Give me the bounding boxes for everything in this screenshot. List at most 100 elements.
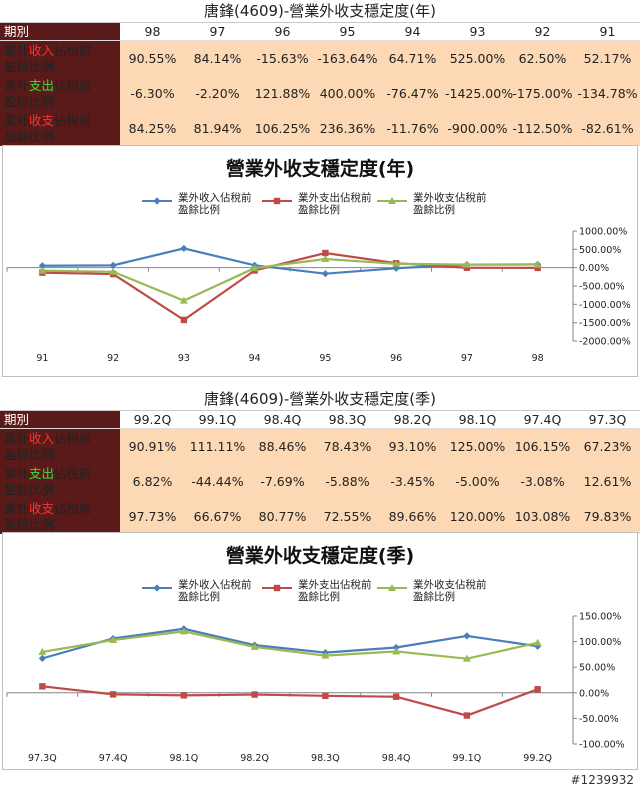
x-tick-label: 98 bbox=[532, 353, 544, 364]
data-point-diamond bbox=[153, 197, 161, 205]
data-point-triangle bbox=[179, 627, 188, 635]
quarterly-table-cell: 66.67% bbox=[185, 499, 250, 534]
legend-label-line2: 盈餘比例 bbox=[298, 591, 340, 603]
legend-entry: 業外收支佔稅前 盈餘比例 bbox=[413, 192, 487, 216]
legend-marker-square bbox=[262, 579, 292, 592]
legend-marker-svg bbox=[262, 584, 292, 592]
data-point-square bbox=[251, 691, 258, 698]
row-label-highlight: 收入 bbox=[29, 430, 55, 446]
annual-table-cell: -11.76% bbox=[380, 111, 445, 146]
row-label-part: 盈餘比例 bbox=[4, 446, 55, 462]
row-label-part: 盈餘比例 bbox=[4, 93, 55, 109]
x-tick-label: 98.2Q bbox=[240, 753, 269, 764]
quarterly-table-row: 業外支出佔稅前 盈餘比例 6.82% -44.44% -7.69% -5.88% -3.45… bbox=[0, 464, 640, 499]
annual-header-label: 期別 bbox=[0, 23, 120, 41]
data-point-triangle bbox=[38, 266, 47, 274]
image-id-label: #1239932 bbox=[570, 773, 635, 787]
x-tick-label: 93 bbox=[178, 353, 190, 364]
quarterly-header-label: 期別 bbox=[0, 411, 120, 429]
y-tick-label: -1500.00% bbox=[579, 318, 631, 329]
legend-entry: 業外收入佔稅前 盈餘比例 bbox=[178, 192, 252, 216]
legend-marker-svg bbox=[142, 197, 172, 205]
data-point-triangle bbox=[250, 642, 259, 650]
legend-label-line1: 業外收入佔稅前 bbox=[178, 192, 252, 204]
quarterly-table-cell: -5.00% bbox=[445, 464, 510, 499]
data-point-triangle bbox=[179, 296, 188, 304]
annual-chart: 營業外收支穩定度(年) 業外收入佔稅前 盈餘比例 業外支出佔稅前 盈餘比例 業外收支佔稅… bbox=[2, 145, 638, 377]
annual-table-row: 業外收入佔稅前 盈餘比例 90.55% 84.14% -15.63% -163.64% 64… bbox=[0, 40, 640, 76]
annual-column-header: 96 bbox=[250, 23, 315, 41]
annual-chart-legend: 業外收入佔稅前 盈餘比例 業外支出佔稅前盈餘比例 業外收支佔稅前 盈餘比例 bbox=[3, 192, 637, 222]
data-point-triangle bbox=[321, 651, 330, 659]
legend-label-line2: 盈餘比例 bbox=[178, 591, 220, 603]
quarterly-table-cell: 67.23% bbox=[575, 428, 640, 464]
quarterly-column-header: 98.1Q bbox=[445, 411, 510, 429]
legend-label-line1: 業外支出佔稅前 bbox=[298, 579, 372, 591]
annual-row-label: 業外收支佔稅前 盈餘比例 bbox=[0, 111, 120, 146]
data-point-diamond bbox=[180, 244, 188, 253]
data-point-diamond bbox=[321, 270, 329, 278]
quarterly-table-cell: 90.91% bbox=[120, 428, 185, 464]
row-label-part: 佔稅前 bbox=[54, 77, 92, 93]
annual-table-cell: 84.25% bbox=[120, 111, 185, 146]
quarterly-table-cell: -3.08% bbox=[510, 464, 575, 499]
data-point-triangle bbox=[388, 584, 396, 591]
series-line-2 bbox=[42, 251, 538, 322]
series-line-3 bbox=[42, 257, 538, 302]
x-tick-label: 91 bbox=[36, 353, 48, 364]
data-point-square bbox=[534, 686, 541, 693]
annual-table-cell: 400.00% bbox=[315, 76, 380, 111]
annual-table-cell: -112.50% bbox=[510, 111, 575, 146]
quarterly-table-row: 業外收支佔稅前 盈餘比例 97.73% 66.67% 80.77% 72.55% 89.66… bbox=[0, 499, 640, 534]
annual-table-cell: -175.00% bbox=[510, 76, 575, 111]
x-tick-label: 99.1Q bbox=[453, 753, 482, 764]
quarterly-table-cell: 88.46% bbox=[250, 428, 315, 464]
x-tick-label: 98.3Q bbox=[311, 753, 340, 764]
quarterly-table-cell: 79.83% bbox=[575, 499, 640, 534]
x-tick-label: 97 bbox=[461, 353, 473, 364]
series-line-2 bbox=[42, 685, 539, 717]
quarterly-table-cell: 80.77% bbox=[250, 499, 315, 534]
data-point-square bbox=[109, 691, 117, 698]
data-point-triangle bbox=[462, 260, 471, 268]
legend-marker-svg bbox=[377, 584, 407, 591]
legend-label-line2: 盈餘比例 bbox=[413, 204, 455, 216]
row-label-part: 佔稅前 bbox=[54, 430, 92, 446]
annual-table-cell: -134.78% bbox=[575, 76, 640, 111]
quarterly-table-cell: 89.66% bbox=[380, 499, 445, 534]
data-point-triangle bbox=[109, 267, 118, 275]
quarterly-column-header: 99.2Q bbox=[120, 411, 185, 429]
row-label-part: 盈餘比例 bbox=[4, 58, 55, 74]
x-tick-label: 97.4Q bbox=[99, 753, 128, 764]
quarterly-table-cell: 120.00% bbox=[445, 499, 510, 534]
legend-entry: 業外收支佔稅前 盈餘比例 bbox=[413, 579, 487, 603]
y-tick-label: -2000.00% bbox=[579, 337, 631, 348]
legend-marker-svg bbox=[262, 197, 292, 205]
annual-column-header: 93 bbox=[445, 23, 510, 41]
quarterly-table-cell: 6.82% bbox=[120, 464, 185, 499]
data-point-diamond bbox=[109, 261, 117, 269]
annual-chart-plot: 1000.00% 500.00% 0.00% -500.00% -1000.00% -15… bbox=[6, 227, 631, 364]
quarterly-column-header: 98.3Q bbox=[315, 411, 380, 429]
annual-table-cell: 90.55% bbox=[120, 40, 185, 76]
series-line-3 bbox=[42, 630, 538, 660]
annual-table: 期別 98 97 96 95 94 93 92 91 業外收入佔稅前 盈餘比例 90.55% 84.14… bbox=[0, 23, 640, 146]
annual-row-label: 業外收入佔稅前 盈餘比例 bbox=[0, 40, 120, 76]
y-tick-label: 1000.00% bbox=[579, 227, 627, 238]
data-point-square bbox=[534, 264, 541, 272]
annual-panel: 唐鋒(4609)-營業外收支穩定度(年) 期別 98 97 96 95 94 93 92 91 業… bbox=[0, 0, 640, 146]
row-label-part: 佔稅前 bbox=[54, 500, 92, 516]
annual-table-row: 業外收支佔稅前 盈餘比例 84.25% 81.94% 106.25% 236.36% -11… bbox=[0, 111, 640, 146]
quarterly-column-header: 98.2Q bbox=[380, 411, 445, 429]
row-label-part: 佔稅前 bbox=[54, 42, 92, 58]
quarterly-table-cell: -44.44% bbox=[185, 464, 250, 499]
annual-table-cell: -15.63% bbox=[250, 40, 315, 76]
quarterly-row-label: 業外收入佔稅前 盈餘比例 bbox=[0, 428, 120, 464]
data-point-diamond bbox=[463, 632, 471, 640]
annual-table-cell: -82.61% bbox=[575, 111, 640, 146]
legend-marker-diamond bbox=[142, 192, 172, 205]
data-point-diamond bbox=[534, 642, 542, 650]
quarterly-column-header: 98.4Q bbox=[250, 411, 315, 429]
legend-label-line1: 業外支出佔稅前 bbox=[298, 192, 372, 204]
row-label-part: 業外 bbox=[4, 500, 30, 516]
